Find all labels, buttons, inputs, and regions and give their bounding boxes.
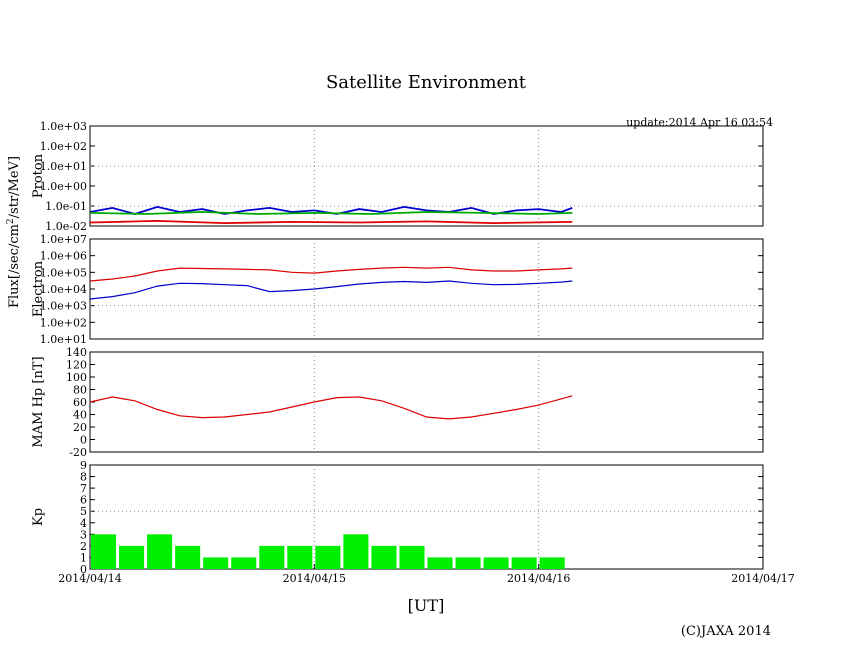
x-axis-ticks: 2014/04/14 2014/04/15 2014/04/16 2014/04/17 xyxy=(58,564,795,585)
panel-proton: 1.0e-02 1.0e-01 1.0e+00 1.0e+01 1.0e+02 1.0e+… xyxy=(31,120,764,233)
y-tick-label: 140 xyxy=(66,346,87,359)
flux-axis-label: Flux[/sec/cm2/str/MeV] xyxy=(6,156,22,308)
y-tick-label: 1.0e+03 xyxy=(40,120,87,133)
series-line-proton-2 xyxy=(89,219,573,225)
series-line-electron-0 xyxy=(89,266,573,282)
kp-bar xyxy=(203,557,229,569)
y-tick-label: 1.0e+00 xyxy=(40,180,87,193)
y-axis-label-electron: Electron xyxy=(31,260,46,317)
update-timestamp: update:2014 Apr 16 03:54 xyxy=(626,116,773,129)
y-tick-label: 60 xyxy=(73,396,87,409)
y-axis-label-kp: Kp xyxy=(31,508,46,526)
panels: 1.0e-021.0e-011.0e+001.0e+011.0e+021.0e+… xyxy=(31,120,764,576)
y-tick-label: 6 xyxy=(80,494,87,507)
y-tick-label: 120 xyxy=(66,359,87,372)
y-tick-label: 9 xyxy=(80,459,87,472)
panel-frame xyxy=(89,464,764,570)
y-tick-label: 1.0e+06 xyxy=(40,250,87,263)
panel-frame xyxy=(89,238,764,340)
chart-title: Satellite Environment xyxy=(326,72,527,93)
kp-bar xyxy=(455,557,481,569)
series-line-electron-1 xyxy=(89,280,573,300)
kp-bar xyxy=(91,534,117,569)
y-tick-label: 1.0e+02 xyxy=(40,140,87,153)
y-tick-label: 0 xyxy=(80,434,87,447)
y-tick-label: 1.0e-01 xyxy=(45,200,87,213)
y-tick-label: -20 xyxy=(69,446,87,459)
y-tick-label: 1.0e+03 xyxy=(40,300,87,313)
y-tick-label: 5 xyxy=(80,505,87,518)
flux-label-sup: 2 xyxy=(6,218,16,224)
y-tick-label: 80 xyxy=(73,384,87,397)
kp-bar xyxy=(399,545,425,569)
y-tick-label: 2 xyxy=(80,540,87,553)
y-tick-label: 3 xyxy=(80,528,87,541)
kp-bar xyxy=(427,557,453,569)
kp-bar xyxy=(343,534,369,569)
flux-label-part1: Flux[/sec/cm xyxy=(7,224,22,308)
y-tick-label: 1 xyxy=(80,551,87,564)
x-tick-label: 2014/04/14 xyxy=(58,572,121,585)
y-axis-label-mamhp: MAM Hp [nT] xyxy=(31,356,46,447)
y-tick-label: 1.0e+05 xyxy=(40,266,87,279)
x-tick-label: 2014/04/17 xyxy=(731,572,794,585)
y-tick-label: 1.0e-02 xyxy=(45,220,87,233)
kp-bar xyxy=(259,545,285,569)
y-tick-label: 40 xyxy=(73,409,87,422)
y-tick-label: 20 xyxy=(73,421,87,434)
y-tick-label: 1.0e+01 xyxy=(40,333,87,346)
copyright: (C)JAXA 2014 xyxy=(681,624,771,639)
y-tick-label: 1.0e+04 xyxy=(40,283,87,296)
series-line-proton-1 xyxy=(89,211,573,215)
kp-bar xyxy=(119,545,145,569)
y-tick-label: 1.0e+07 xyxy=(40,233,87,246)
kp-bar xyxy=(483,557,509,569)
y-tick-label: 1.0e+02 xyxy=(40,316,87,329)
series-line-mamhp-0 xyxy=(89,395,573,420)
flux-label-part2: /str/MeV] xyxy=(7,156,22,218)
panel-frame xyxy=(89,351,764,453)
kp-bar xyxy=(539,557,565,569)
y-tick-label: 0 xyxy=(80,563,87,576)
kp-bar xyxy=(175,545,201,569)
y-axis-label-proton: Proton xyxy=(31,153,46,198)
x-tick-label: 2014/04/15 xyxy=(283,572,346,585)
kp-bar xyxy=(147,534,173,569)
kp-bar xyxy=(315,545,341,569)
x-tick-label: 2014/04/16 xyxy=(507,572,570,585)
y-tick-label: 1.0e+01 xyxy=(40,160,87,173)
kp-bar xyxy=(231,557,257,569)
kp-bar xyxy=(371,545,397,569)
kp-bar xyxy=(511,557,537,569)
y-tick-label: 4 xyxy=(80,517,87,530)
kp-bar xyxy=(287,545,313,569)
panel-frame xyxy=(89,125,764,227)
y-tick-label: 8 xyxy=(80,471,87,484)
y-tick-label: 100 xyxy=(66,371,87,384)
x-axis-label: [UT] xyxy=(408,596,445,615)
panel-electron: 1.0e+01 1.0e+02 1.0e+03 1.0e+04 1.0e+05 1.0e+… xyxy=(31,233,764,346)
y-tick-label: 7 xyxy=(80,482,87,495)
